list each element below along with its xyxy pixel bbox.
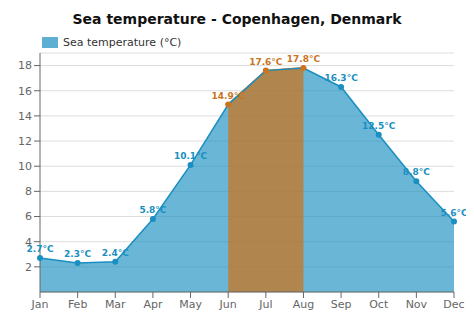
svg-text:12.5°C: 12.5°C: [362, 121, 396, 131]
svg-text:10: 10: [18, 160, 32, 173]
svg-text:16.3°C: 16.3°C: [324, 73, 358, 83]
svg-text:10.1°C: 10.1°C: [174, 151, 208, 161]
html-text:Sea temperature (°C): Sea temperature (°C): [63, 36, 182, 49]
svg-text:17.6°C: 17.6°C: [249, 57, 283, 67]
svg-text:14.9°C: 14.9°C: [212, 91, 246, 101]
svg-text:17.8°C: 17.8°C: [287, 54, 321, 64]
html-text:Sea temperature - Copenhagen,: Sea temperature - Copenhagen, Denmark: [72, 11, 402, 27]
svg-text:Mar: Mar: [105, 298, 126, 311]
svg-text:5.8°C: 5.8°C: [139, 205, 166, 215]
svg-text:8: 8: [25, 185, 32, 198]
svg-text:Jan: Jan: [31, 298, 49, 311]
svg-text:Sep: Sep: [331, 298, 352, 311]
svg-text:Jul: Jul: [258, 298, 272, 311]
svg-text:May: May: [179, 298, 202, 311]
svg-text:Aug: Aug: [293, 298, 314, 311]
svg-text:Oct: Oct: [369, 298, 389, 311]
svg-text:Apr: Apr: [143, 298, 163, 311]
svg-text:Jun: Jun: [219, 298, 237, 311]
svg-text:5.6°C: 5.6°C: [440, 208, 466, 218]
svg-text:Nov: Nov: [406, 298, 428, 311]
svg-text:2.7°C: 2.7°C: [26, 244, 54, 254]
svg-text:14: 14: [18, 110, 32, 123]
svg-text:4: 4: [25, 236, 32, 249]
svg-text:12: 12: [18, 135, 32, 148]
svg-text:Dec: Dec: [443, 298, 464, 311]
svg-text:6: 6: [25, 210, 32, 223]
svg-text:16: 16: [18, 85, 32, 98]
svg-text:18: 18: [18, 59, 32, 72]
svg-text:2.3°C: 2.3°C: [64, 249, 91, 259]
svg-text:8.8°C: 8.8°C: [403, 167, 430, 177]
svg-text:2: 2: [25, 261, 32, 274]
svg-text:2.4°C: 2.4°C: [102, 248, 129, 258]
svg-text:Feb: Feb: [68, 298, 87, 311]
